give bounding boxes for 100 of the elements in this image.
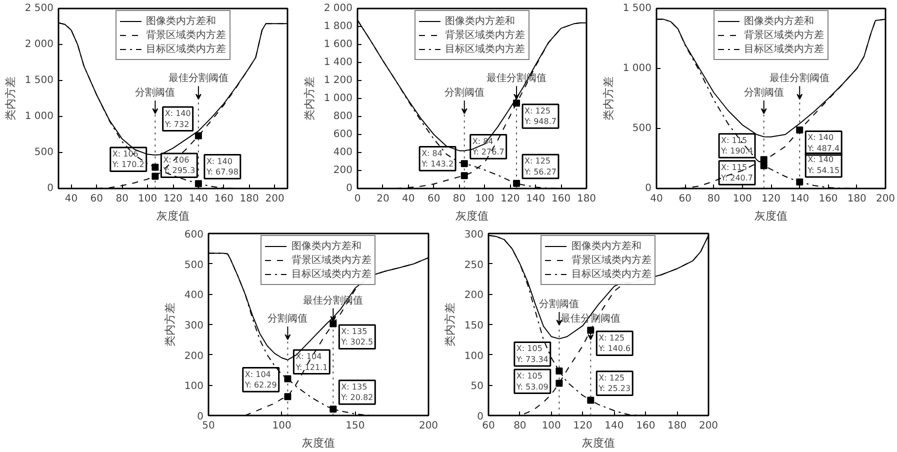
- point: [796, 126, 804, 134]
- annotation: X: 115 Y: 240.7: [720, 162, 754, 183]
- y-tick-label: 2 000: [24, 39, 54, 50]
- legend-label: 目标区域类内方差: [744, 42, 824, 56]
- y-tick-label: 100: [184, 381, 204, 392]
- y-tick-label: 200: [464, 290, 484, 302]
- annotation: X: 140 Y: 732: [164, 108, 191, 129]
- annotation: X: 125 Y: 948.7: [524, 106, 556, 126]
- x-tick-label: 100: [272, 420, 292, 432]
- annotation: X: 140 Y: 67.98: [205, 156, 238, 177]
- point: [284, 375, 292, 382]
- y-tick-label: 1 200: [324, 75, 353, 86]
- y-tick-label: 250: [464, 260, 484, 271]
- y-tick-label: 200: [184, 350, 204, 362]
- legend-label: 目标区域类内方差: [292, 268, 372, 281]
- y-tick-label: 2 500: [24, 3, 54, 14]
- x-tick-label: 180: [576, 194, 596, 204]
- y-tick-label: 50: [470, 381, 484, 392]
- x-tick-label: 160: [636, 420, 656, 432]
- annotation: X: 125 Y: 56.27: [524, 156, 556, 176]
- x-tick-label: 200: [265, 194, 284, 204]
- x-axis-title: 灰度值: [754, 210, 788, 222]
- point: [330, 406, 337, 413]
- y-tick-label: 0: [197, 412, 204, 422]
- x-tick-label: 100: [138, 194, 158, 204]
- x-tick-label: 150: [346, 420, 365, 432]
- annotation: X: 125 Y: 25.23: [598, 373, 631, 394]
- x-tick-label: 0: [354, 194, 361, 204]
- x-tick-label: 200: [418, 420, 438, 432]
- y-axis-title: 类内方差: [602, 76, 615, 120]
- x-tick-label: 60: [90, 194, 104, 204]
- x-tick-label: 80: [116, 194, 128, 204]
- y-tick-label: 300: [464, 230, 484, 240]
- x-tick-label: 80: [707, 194, 720, 204]
- x-tick-label: 80: [452, 194, 466, 204]
- point: [760, 156, 768, 164]
- point: [460, 160, 468, 168]
- annotation: X: 105 Y: 73.34: [515, 344, 548, 364]
- y-tick-label: 1 000: [24, 111, 54, 122]
- y-tick-label: 500: [34, 147, 54, 158]
- y-tick-label: 0: [477, 412, 484, 422]
- legend-label: 背景区域类内方差: [572, 254, 652, 267]
- y-tick-label: 400: [333, 147, 353, 158]
- annotation: X: 140 Y: 487.4: [806, 133, 840, 154]
- x-tick-label: 60: [427, 194, 440, 204]
- legend-label: 目标区域类内方差: [445, 42, 525, 56]
- point: [284, 393, 292, 400]
- x-tick-label: 140: [604, 420, 624, 432]
- x-tick-label: 100: [542, 420, 561, 432]
- annotation: X: 104 Y: 121.1: [294, 352, 328, 372]
- y-axis-title: 类内方差: [163, 302, 176, 346]
- legend-label: 图像类内方差和: [146, 14, 216, 28]
- point: [556, 380, 563, 387]
- x-tick-label: 180: [668, 420, 687, 432]
- y-tick-label: 800: [333, 111, 353, 122]
- annotation: X: 115 Y: 190.4: [720, 136, 754, 156]
- annotation: X: 84 Y: 143.2: [420, 148, 454, 169]
- x-tick-label: 120: [163, 194, 183, 204]
- y-tick-label: 500: [184, 260, 204, 271]
- y-tick-label: 1 400: [324, 57, 353, 68]
- legend-label: 背景区域类内方差: [445, 28, 525, 42]
- x-tick-label: 160: [214, 194, 234, 204]
- x-axis-title: 灰度值: [456, 210, 488, 222]
- y-axis-title: 类内方差: [443, 302, 456, 346]
- annotation: X: 106 Y: 295.3: [162, 155, 196, 176]
- point: [514, 94, 520, 100]
- x-axis-title: 灰度值: [582, 436, 615, 450]
- x-tick-label: 180: [240, 194, 259, 204]
- y-tick-label: 1 500: [24, 75, 54, 86]
- y-tick-label: 0: [47, 183, 54, 194]
- x-tick-label: 40: [402, 194, 415, 204]
- y-tick-label: 1 600: [324, 39, 353, 50]
- x-tick-label: 120: [761, 194, 781, 204]
- point: [460, 172, 468, 180]
- y-tick-label: 2 000: [324, 3, 353, 14]
- y-tick-label: 300: [184, 320, 204, 332]
- point: [513, 180, 520, 187]
- legend-label: 图像类内方差和: [744, 14, 814, 28]
- annotation: X: 106 Y: 170.2: [111, 149, 144, 170]
- ref-line-label: 分割阈值: [135, 86, 176, 98]
- x-axis-title: 灰度值: [156, 210, 190, 222]
- x-tick-label: 20: [376, 194, 390, 204]
- y-tick-label: 1 000: [324, 93, 353, 104]
- legend-label: 目标区域类内方差: [572, 268, 652, 281]
- x-tick-label: 140: [188, 194, 208, 204]
- annotation: X: 104 Y: 62.29: [244, 370, 277, 390]
- y-tick-label: 0: [346, 183, 353, 194]
- x-tick-label: 50: [202, 420, 215, 432]
- legend-label: 背景区域类内方差: [292, 254, 372, 267]
- y-tick-label: 0: [645, 183, 652, 194]
- x-tick-label: 140: [526, 194, 546, 204]
- y-axis-title: 类内方差: [302, 76, 316, 120]
- x-tick-label: 120: [573, 420, 592, 432]
- ref-line-label: 最佳分割阈值: [770, 72, 830, 84]
- legend-label: 背景区域类内方差: [146, 28, 226, 42]
- y-tick-label: 150: [464, 320, 484, 332]
- x-tick-label: 120: [500, 194, 520, 204]
- annotation: X: 140 Y: 54.15: [806, 155, 840, 175]
- y-tick-label: 600: [184, 230, 204, 240]
- y-tick-label: 500: [632, 123, 652, 134]
